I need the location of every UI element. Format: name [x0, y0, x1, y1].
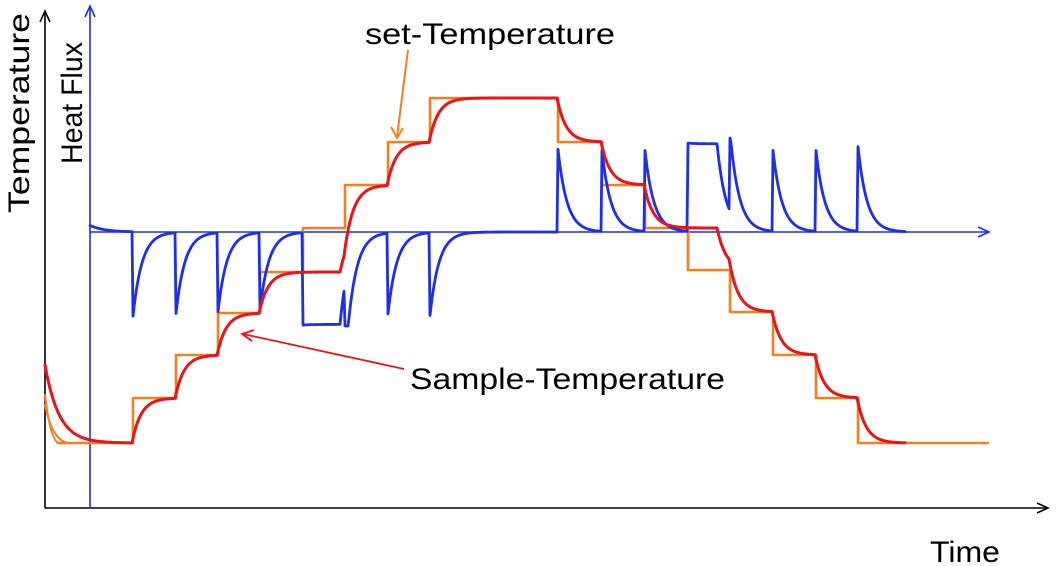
heat-flux-curve	[88, 136, 907, 328]
set-temperature-label: set-Temperature	[365, 18, 615, 51]
temperature-axis	[39, 9, 51, 508]
sample-temperature-pointer-arrowhead	[240, 329, 255, 342]
temperature-axis-label: Temperature	[3, 13, 36, 213]
time-axis	[45, 502, 1050, 514]
heat-flux-axis-arrow	[84, 4, 96, 18]
heat-flux-axis-label: Heat Flux	[56, 42, 89, 164]
sample-temperature-curve	[43, 96, 907, 445]
set-temperature-pointer-arrowhead	[390, 126, 404, 141]
set-temperature-pointer	[390, 49, 409, 141]
heat-flux-baseline-arrow	[977, 226, 991, 238]
set-temperature-initial-curve	[44, 394, 59, 444]
heat-flux-axis	[84, 4, 96, 508]
temperature-axis-arrow	[39, 9, 51, 23]
sample-temperature-pointer	[240, 329, 405, 370]
sample-temperature-label: Sample-Temperature	[410, 363, 725, 396]
time-axis-label: Time	[930, 536, 1000, 566]
time-axis-arrow	[1036, 502, 1050, 514]
